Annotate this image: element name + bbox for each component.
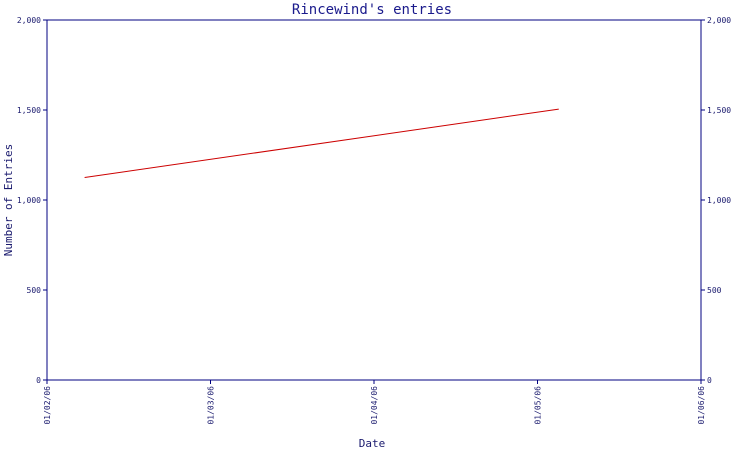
- y-tick-label-right: 0: [707, 376, 712, 385]
- plot-area: [46, 19, 702, 381]
- y-tick-label-left: 1,000: [17, 196, 41, 205]
- y-tick-label-right: 500: [707, 286, 722, 295]
- y-tick-label-left: 1,500: [17, 106, 41, 115]
- plot-frame: [46, 19, 702, 381]
- y-tick-label-right: 2,000: [707, 16, 731, 25]
- x-tick-label: 01/02/06: [43, 386, 52, 425]
- x-axis-label: Date: [359, 437, 386, 450]
- y-axis-right: 0 500 1,000 1,500 2,000: [701, 16, 731, 385]
- y-tick-label-left: 500: [27, 286, 42, 295]
- x-tick-label: 01/03/06: [207, 386, 216, 425]
- series-line: [84, 108, 559, 178]
- chart-title: Rincewind's entries: [292, 2, 452, 18]
- y-tick-label-right: 1,000: [707, 196, 731, 205]
- x-tick-label: 01/06/06: [697, 386, 706, 425]
- x-tick-label: 01/04/06: [370, 386, 379, 425]
- y-tick-label-right: 1,500: [707, 106, 731, 115]
- y-axis-label: Number of Entries: [2, 144, 15, 257]
- x-tick-label: 01/05/06: [534, 386, 543, 425]
- series-lines: [84, 108, 559, 178]
- y-tick-label-left: 2,000: [17, 16, 41, 25]
- y-tick-label-left: 0: [36, 376, 41, 385]
- y-axis-left: 0 500 1,000 1,500 2,000: [17, 16, 47, 385]
- x-axis: 01/02/06 01/03/06 01/04/06 01/05/06 01/06/06: [43, 380, 706, 425]
